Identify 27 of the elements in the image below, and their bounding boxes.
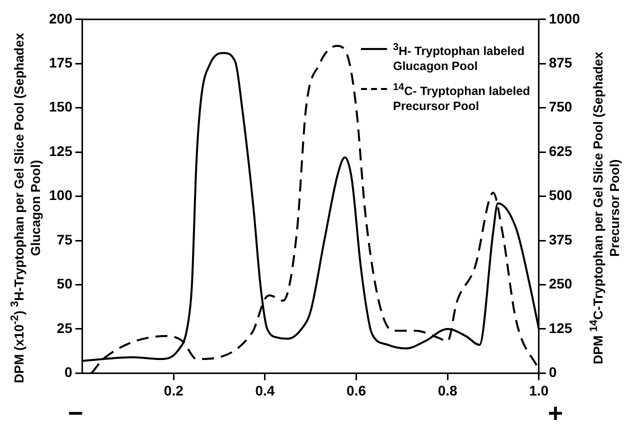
y-tick-label: 25 <box>56 320 73 336</box>
y-tick-label: 125 <box>49 142 73 159</box>
y2-tick-label: 375 <box>548 231 572 248</box>
y2-tick-label: 1000 <box>548 10 580 26</box>
y-tick-label: 75 <box>56 231 73 248</box>
y2-tick-label: 500 <box>548 187 572 204</box>
legend-label: $^{3}$H- Tryptophan labeled Glucagon Pool <box>393 41 526 74</box>
y-tick-label: 0 <box>64 364 73 380</box>
x-tick-label: 0.6 <box>346 382 366 398</box>
y-tick-label: 200 <box>49 10 73 26</box>
y2-tick-label: 0 <box>548 364 557 380</box>
x-tick-label: 0.4 <box>255 382 275 398</box>
y2-tick-label: 250 <box>548 276 572 292</box>
y2-tick-label: 750 <box>548 98 572 115</box>
y-tick-label: 100 <box>49 187 73 204</box>
x-tick-label: 0.8 <box>438 382 458 398</box>
y2-tick-label: 625 <box>548 142 572 159</box>
y-tick-label: 150 <box>49 98 73 115</box>
y-tick-label: 50 <box>56 276 73 292</box>
legend-label: $^{14}$C- Tryptophan labeled Precursor Pool <box>393 81 531 114</box>
text: − <box>68 398 84 428</box>
text: + <box>548 398 563 428</box>
x-tick-label: 0.2 <box>164 382 184 398</box>
y2-tick-label: 125 <box>548 320 572 336</box>
y2-tick-label: 875 <box>548 54 572 70</box>
x-tick-label: 1.0 <box>529 382 549 398</box>
y-tick-label: 175 <box>49 54 73 70</box>
